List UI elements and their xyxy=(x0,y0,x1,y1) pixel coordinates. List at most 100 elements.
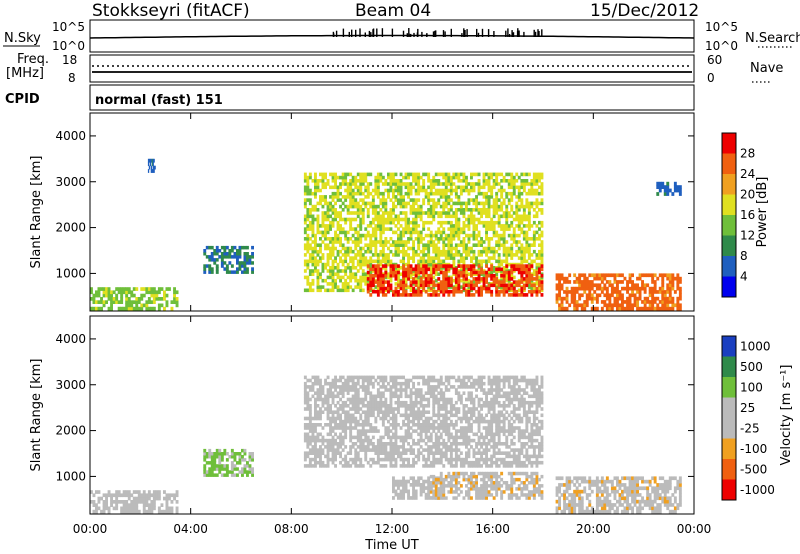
power-cell xyxy=(414,191,418,196)
power-cell xyxy=(366,214,370,219)
power-cell xyxy=(641,273,644,278)
power-cell xyxy=(241,264,244,268)
power-cell xyxy=(535,188,539,193)
power-cell xyxy=(369,220,373,225)
power-cell xyxy=(371,283,375,288)
power-cell xyxy=(324,237,327,241)
power-cell xyxy=(311,278,315,283)
power-cell xyxy=(427,198,431,202)
power-cell xyxy=(507,270,511,275)
power-cell xyxy=(653,300,657,304)
power-cell xyxy=(326,201,330,206)
power-cell xyxy=(459,179,463,183)
velocity-cell xyxy=(361,375,365,380)
power-cell xyxy=(427,288,431,293)
power-cell xyxy=(633,286,637,291)
power-cell xyxy=(356,259,360,264)
velocity-cell xyxy=(213,464,217,468)
velocity-cell xyxy=(444,451,448,455)
power-cell xyxy=(233,270,237,274)
power-cell xyxy=(434,253,438,257)
velocity-cell xyxy=(454,378,458,383)
power-cell xyxy=(336,269,340,273)
velocity-cell xyxy=(308,404,312,408)
velocity-cell xyxy=(381,385,385,389)
velocity-cell xyxy=(465,419,468,424)
velocity-cell xyxy=(437,457,441,462)
power-cell xyxy=(459,285,463,289)
power-cell xyxy=(404,191,408,196)
power-cell xyxy=(666,192,670,196)
power-cell xyxy=(585,283,589,288)
velocity-cell xyxy=(371,413,375,418)
velocity-cell xyxy=(404,378,408,383)
power-cell xyxy=(344,172,348,177)
velocity-cell xyxy=(389,394,393,399)
power-cell xyxy=(251,255,254,259)
velocity-cell xyxy=(210,467,214,471)
power-cell xyxy=(457,201,461,206)
velocity-cell xyxy=(394,391,398,395)
power-cell xyxy=(475,259,478,264)
power-cell xyxy=(331,224,335,228)
velocity-cell xyxy=(384,429,388,433)
velocity-cell xyxy=(334,423,337,427)
velocity-cell xyxy=(437,407,441,411)
velocity-cell xyxy=(384,378,388,383)
power-cell xyxy=(399,259,403,264)
power-cell xyxy=(394,224,398,228)
velocity-cell xyxy=(376,407,380,411)
velocity-cell xyxy=(399,445,403,449)
power-cell xyxy=(459,204,463,209)
power-cell xyxy=(495,282,499,286)
velocity-cell xyxy=(384,432,388,437)
velocity-cell xyxy=(361,432,365,437)
velocity-cell xyxy=(344,378,348,383)
power-cell xyxy=(444,214,448,219)
power-cell xyxy=(394,273,398,278)
velocity-cell xyxy=(444,442,448,446)
velocity-cell xyxy=(417,454,421,459)
velocity-cell xyxy=(439,375,443,380)
velocity-cell xyxy=(155,490,159,494)
velocity-cell xyxy=(125,490,129,494)
power-cell xyxy=(472,224,476,228)
power-cell xyxy=(397,182,400,186)
velocity-cell xyxy=(218,470,222,474)
power-cell xyxy=(444,182,448,186)
velocity-cell xyxy=(319,445,322,449)
velocity-cell xyxy=(339,435,342,440)
velocity-cell xyxy=(384,454,388,459)
power-cell xyxy=(130,306,134,311)
velocity-cell xyxy=(142,506,146,511)
power-cell xyxy=(316,253,320,257)
power-cell xyxy=(507,224,511,228)
power-cell xyxy=(575,300,579,304)
power-cell xyxy=(384,227,388,231)
power-cell xyxy=(616,290,619,294)
velocity-cell xyxy=(230,448,234,453)
velocity-cell xyxy=(110,500,113,504)
power-cell xyxy=(505,249,509,254)
power-cell xyxy=(366,211,370,215)
velocity-cell xyxy=(117,500,121,504)
power-cell xyxy=(243,255,247,259)
power-cell xyxy=(459,270,463,275)
power-cell xyxy=(676,283,680,288)
power-cell xyxy=(369,204,373,209)
velocity-cell xyxy=(306,385,310,389)
power-cell xyxy=(336,240,340,244)
power-cell xyxy=(366,259,370,264)
power-cell xyxy=(490,256,494,260)
power-cell xyxy=(100,297,103,301)
power-cell xyxy=(603,276,607,281)
power-cell xyxy=(336,285,340,289)
power-cell xyxy=(432,275,436,280)
power-cell xyxy=(147,300,151,304)
power-cell xyxy=(671,286,675,291)
power-cell xyxy=(580,273,584,278)
velocity-cell xyxy=(168,493,171,498)
power-cell xyxy=(336,237,340,241)
power-cell xyxy=(532,283,536,288)
power-cell xyxy=(369,201,373,206)
